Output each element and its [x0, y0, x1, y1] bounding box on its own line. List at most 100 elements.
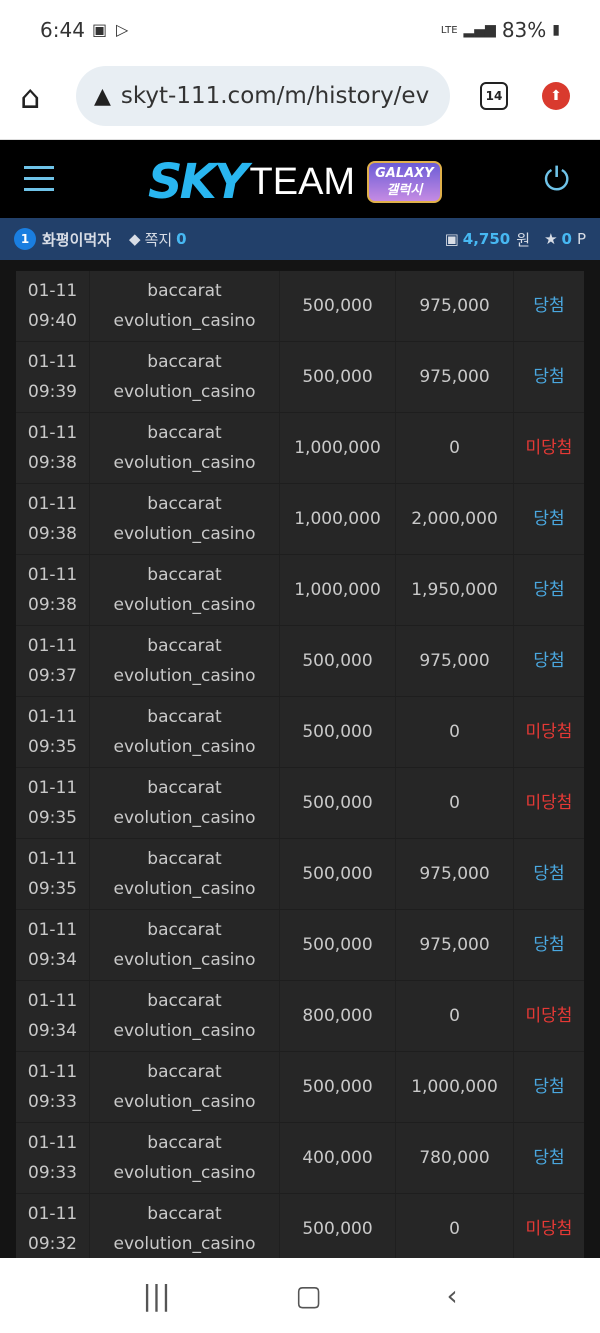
- date: 01-11: [27, 352, 78, 372]
- game-cell: baccarat evolution_casino: [90, 484, 280, 554]
- time: 09:35: [28, 879, 77, 899]
- signal-icon: ▂▄▆: [463, 22, 496, 38]
- table-row: 01-11 09:38 baccarat evolution_casino 1,000,…: [16, 555, 584, 626]
- gallery-icon: ▣: [92, 20, 108, 39]
- provider: evolution_casino: [113, 1163, 256, 1183]
- result-status: 미당첨: [525, 1006, 573, 1026]
- game: baccarat: [147, 1204, 222, 1224]
- game: baccarat: [147, 423, 222, 443]
- table-row: 01-11 09:34 baccarat evolution_casino 500,00…: [16, 910, 584, 981]
- result-status: 당첨: [533, 509, 565, 529]
- tab-switcher-button[interactable]: 14: [480, 82, 508, 110]
- game: baccarat: [147, 1062, 222, 1082]
- win-amount: 975,000: [396, 342, 514, 412]
- username: 화평이먹자: [42, 230, 112, 249]
- datetime-cell: 01-11 09:38: [16, 484, 90, 554]
- bet-amount: 1,000,000: [280, 413, 396, 483]
- result-status: 당첨: [533, 580, 565, 600]
- points: 0: [561, 230, 572, 248]
- time: 09:38: [28, 453, 77, 473]
- bet-amount: 400,000: [280, 1123, 396, 1193]
- message-count[interactable]: 0: [176, 230, 187, 248]
- result-status: 당첨: [533, 935, 565, 955]
- messages-link[interactable]: 쪽지: [144, 230, 173, 249]
- provider: evolution_casino: [113, 524, 256, 544]
- result-status: 미당첨: [525, 793, 573, 813]
- provider: evolution_casino: [113, 666, 256, 686]
- star-icon: ★: [544, 230, 558, 248]
- game: baccarat: [147, 707, 222, 727]
- datetime-cell: 01-11 09:40: [16, 271, 90, 341]
- datetime-cell: 01-11 09:37: [16, 626, 90, 696]
- battery-level: 83%: [501, 18, 547, 42]
- home-button-icon[interactable]: ▢: [295, 1279, 322, 1312]
- bet-amount: 800,000: [280, 981, 396, 1051]
- datetime-cell: 01-11 09:38: [16, 555, 90, 625]
- network-type: LTE: [440, 24, 458, 36]
- time: 09:37: [28, 666, 77, 686]
- table-row: 01-11 09:39 baccarat evolution_casino 500,00…: [16, 342, 584, 413]
- game: baccarat: [147, 778, 222, 798]
- url-text: skyt-111.com/m/history/ev: [120, 83, 430, 109]
- logout-power-icon[interactable]: ⏻: [544, 160, 570, 198]
- hamburger-menu-icon[interactable]: [24, 166, 54, 199]
- game-cell: baccarat evolution_casino: [90, 1052, 280, 1122]
- back-icon[interactable]: ‹: [446, 1279, 458, 1312]
- provider: evolution_casino: [113, 311, 256, 331]
- date: 01-11: [27, 1133, 78, 1153]
- wallet-icon: ▣: [444, 230, 459, 248]
- datetime-cell: 01-11 09:32: [16, 1194, 90, 1264]
- date: 01-11: [27, 920, 78, 940]
- win-amount: 975,000: [396, 626, 514, 696]
- win-amount: 0: [396, 697, 514, 767]
- provider: evolution_casino: [113, 1092, 256, 1112]
- provider: evolution_casino: [113, 737, 256, 757]
- browser-toolbar: ⌂ ▲ skyt-111.com/m/history/ev 14 ⬆: [0, 60, 600, 140]
- time: 09:35: [28, 808, 77, 828]
- update-icon[interactable]: ⬆: [542, 82, 570, 110]
- bet-amount: 500,000: [280, 1052, 396, 1122]
- logo-team: TEAM: [249, 160, 356, 203]
- provider: evolution_casino: [113, 1021, 256, 1041]
- game-cell: baccarat evolution_casino: [90, 342, 280, 412]
- bet-amount: 500,000: [280, 626, 396, 696]
- datetime-cell: 01-11 09:39: [16, 342, 90, 412]
- provider: evolution_casino: [113, 879, 256, 899]
- date: 01-11: [27, 778, 78, 798]
- provider: evolution_casino: [113, 453, 256, 473]
- site-logo[interactable]: SKY TEAM GALAXY 갤럭시: [148, 154, 442, 210]
- result-status: 당첨: [533, 1077, 565, 1097]
- datetime-cell: 01-11 09:38: [16, 413, 90, 483]
- time: 09:39: [28, 382, 77, 402]
- result-status: 미당첨: [525, 438, 573, 458]
- play-store-icon: ▷: [116, 20, 129, 39]
- recent-apps-icon[interactable]: |||: [142, 1279, 171, 1312]
- warning-icon: ▲: [94, 83, 111, 109]
- win-amount: 2,000,000: [396, 484, 514, 554]
- home-icon[interactable]: ⌂: [20, 78, 41, 116]
- table-row: 01-11 09:32 baccarat evolution_casino 500,00…: [16, 1194, 584, 1265]
- bet-amount: 500,000: [280, 271, 396, 341]
- bet-amount: 500,000: [280, 839, 396, 909]
- datetime-cell: 01-11 09:34: [16, 910, 90, 980]
- win-amount: 975,000: [396, 910, 514, 980]
- provider: evolution_casino: [113, 1234, 256, 1254]
- game: baccarat: [147, 352, 222, 372]
- address-bar[interactable]: ▲ skyt-111.com/m/history/ev: [76, 66, 450, 126]
- win-amount: 0: [396, 768, 514, 838]
- battery-icon: ▮: [552, 22, 560, 38]
- game-cell: baccarat evolution_casino: [90, 697, 280, 767]
- table-row: 01-11 09:35 baccarat evolution_casino 500,00…: [16, 839, 584, 910]
- time: 09:32: [28, 1234, 77, 1254]
- game: baccarat: [147, 920, 222, 940]
- bet-amount: 500,000: [280, 1194, 396, 1264]
- result-status: 당첨: [533, 296, 565, 316]
- date: 01-11: [27, 565, 78, 585]
- table-row: 01-11 09:35 baccarat evolution_casino 500,00…: [16, 768, 584, 839]
- bet-history-table: 01-11 09:40 baccarat evolution_casino 500,00…: [16, 271, 584, 1265]
- bet-amount: 500,000: [280, 342, 396, 412]
- table-row: 01-11 09:37 baccarat evolution_casino 500,00…: [16, 626, 584, 697]
- table-row: 01-11 09:38 baccarat evolution_casino 1,000,…: [16, 413, 584, 484]
- datetime-cell: 01-11 09:35: [16, 768, 90, 838]
- time: 09:38: [28, 524, 77, 544]
